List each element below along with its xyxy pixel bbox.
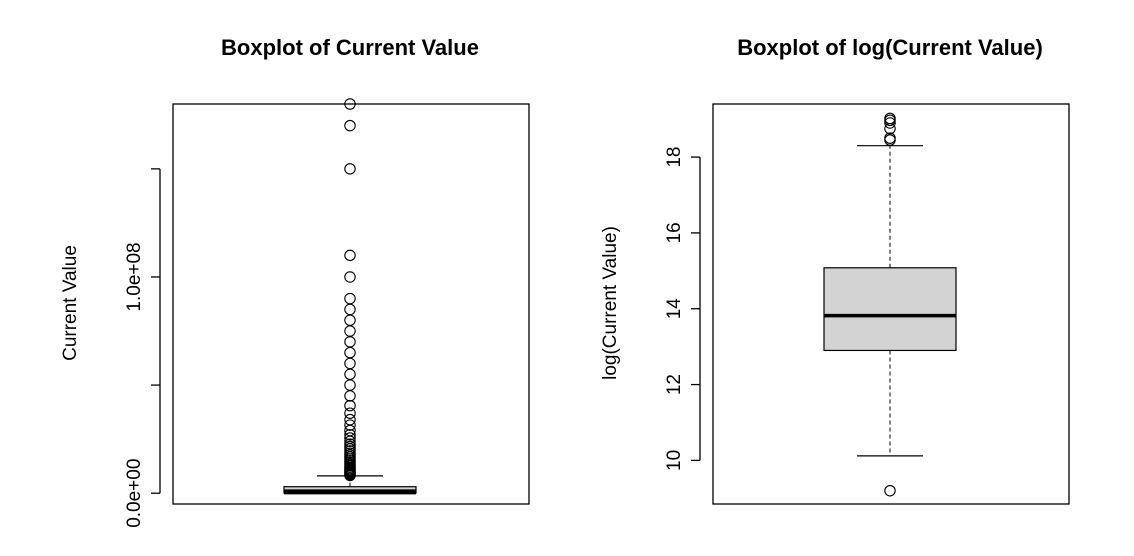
outlier-point (344, 357, 356, 370)
outlier-point (344, 325, 356, 337)
outlier-point (344, 419, 356, 431)
outlier-point (344, 368, 356, 381)
panel-log-current-value: Boxplot of log(Current Value) log(Curren… (600, 35, 1070, 505)
y-tick-label: 0.0e+00 (124, 459, 145, 528)
outlier-point (884, 112, 896, 125)
chart-title: Boxplot of Current Value (221, 35, 479, 60)
outlier-point (344, 271, 356, 283)
chart-title: Boxplot of log(Current Value) (737, 35, 1043, 60)
outlier-point (884, 117, 896, 129)
plot-frame (712, 103, 1070, 505)
outlier-point (344, 413, 356, 426)
iqr-box (823, 267, 957, 352)
outlier-point (344, 336, 356, 348)
panel-current-value: Boxplot of Current Value Current Value 0… (60, 35, 530, 528)
boxplot (823, 112, 957, 497)
y-axis-label: Current Value (60, 245, 81, 361)
y-tick-label: 10 (664, 450, 685, 471)
outlier-point (344, 292, 356, 305)
y-tick-label: 18 (664, 147, 685, 168)
outlier-point (344, 429, 356, 441)
y-axis-label: log(Current Value) (600, 226, 621, 380)
y-tick-label: 1.0e+08 (124, 242, 145, 311)
outlier-point (344, 379, 356, 391)
outlier-point (344, 98, 356, 110)
outlier-point (344, 438, 356, 450)
boxplot (283, 98, 417, 495)
outlier-point (344, 432, 356, 444)
outlier-point (884, 484, 896, 497)
y-tick-label: 14 (664, 298, 685, 320)
y-ticks: 0.0e+00 1.0e+08 (124, 168, 160, 528)
outlier-point (344, 303, 356, 316)
outlier-point (344, 407, 356, 419)
y-tick-label: 12 (664, 374, 685, 395)
y-tick-label: 16 (664, 222, 685, 243)
y-ticks: 10 12 14 16 18 (664, 147, 700, 471)
outlier-point (344, 399, 356, 412)
outlier-point (344, 249, 356, 262)
outlier-point (884, 132, 896, 144)
outlier-point (344, 346, 356, 359)
outlier-point (344, 390, 356, 402)
plot-frame (172, 103, 530, 505)
outlier-point (344, 119, 356, 132)
outlier-point (344, 163, 356, 175)
outlier-point (344, 314, 356, 326)
